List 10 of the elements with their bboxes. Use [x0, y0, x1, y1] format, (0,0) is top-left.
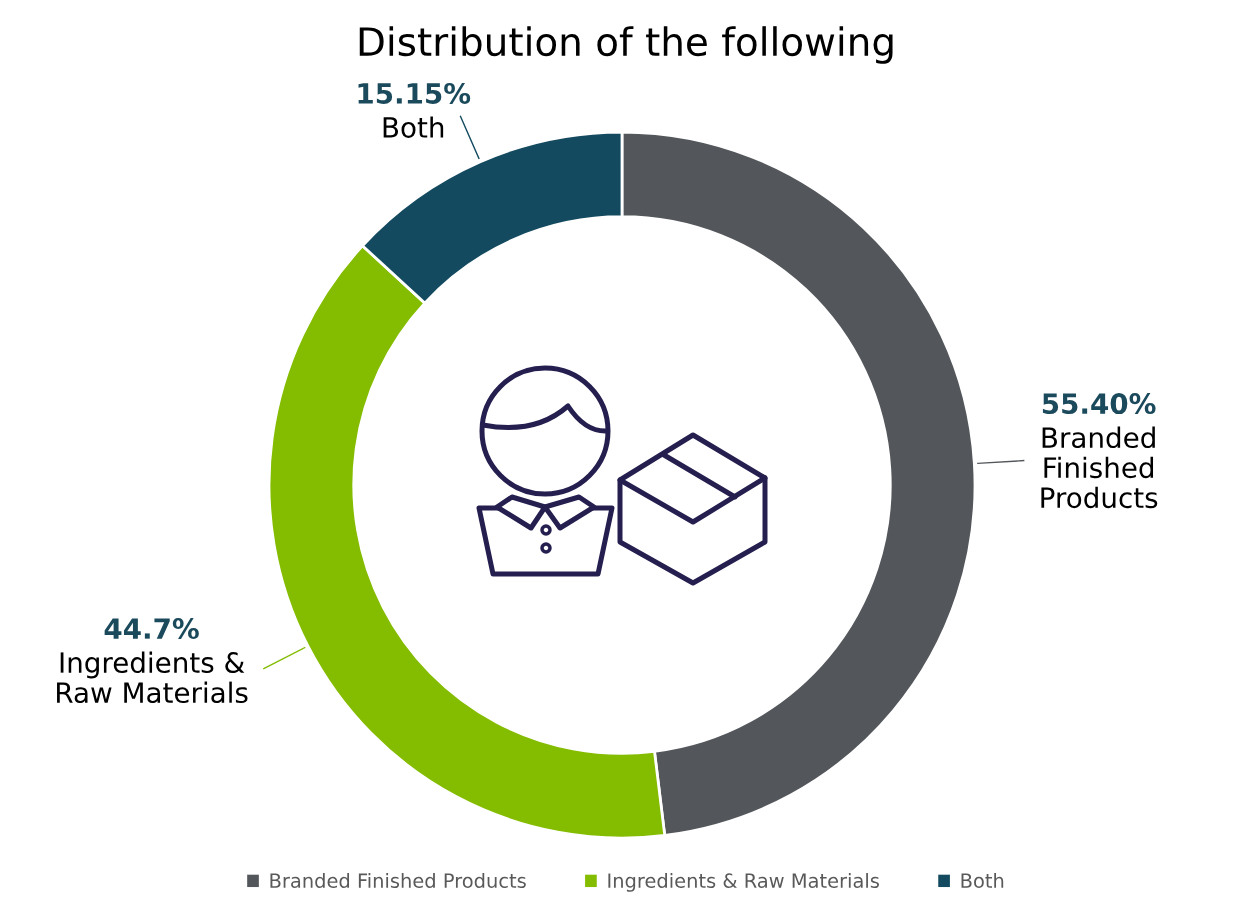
legend-label: Ingredients & Raw Materials	[608, 872, 879, 892]
data-label: 44.7%	[104, 618, 199, 640]
slice-label: Ingredients & Raw Materials	[57, 651, 248, 704]
legend-label: Both	[961, 872, 1004, 888]
data-label: 55.40%	[1042, 393, 1156, 415]
chart-title: Distribution of the following	[359, 26, 893, 64]
legend-label: Branded Finished Products	[270, 872, 526, 888]
data-label: 15.15%	[358, 82, 471, 104]
slice-label: Branded Finished Products	[1041, 426, 1158, 509]
slice-label: Both	[383, 116, 444, 138]
